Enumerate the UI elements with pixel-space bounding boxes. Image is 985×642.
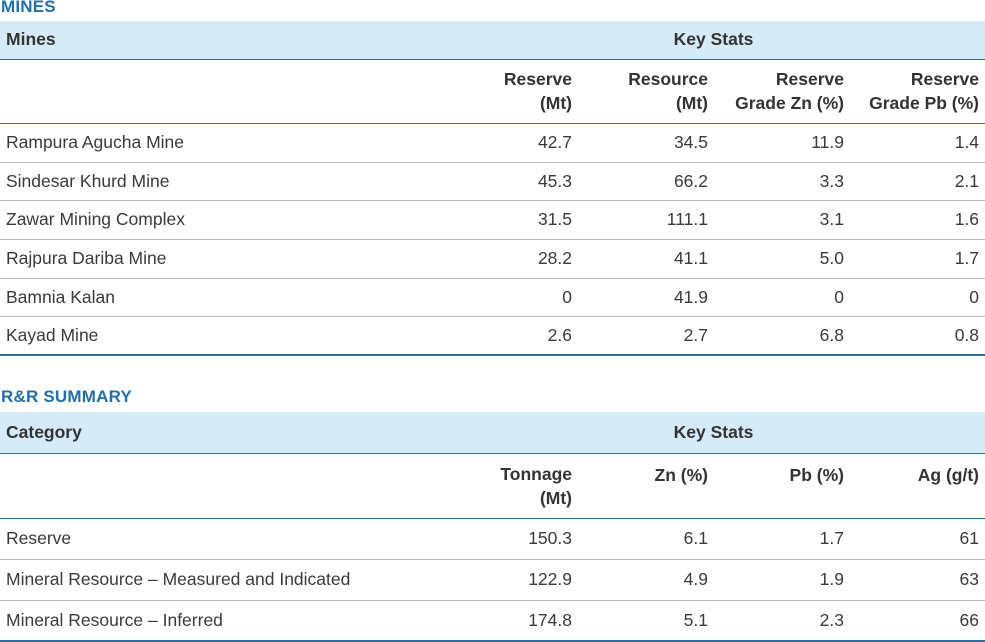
mines-key-stats-header: Key Stats: [442, 21, 985, 60]
cell-value: 1.4: [850, 123, 985, 163]
mine-name: Sindesar Khurd Mine: [0, 162, 442, 201]
cell-value: 0: [442, 278, 578, 317]
mines-header-row: Mines Key Stats: [0, 21, 985, 60]
mines-subheader-row: Reserve (Mt) Resource (Mt) Reserve Grade Zn…: [0, 59, 985, 124]
cell-value: 0: [714, 278, 850, 317]
mines-subheader: Reserve Grade Zn (%): [714, 59, 850, 124]
cell-value: 122.9: [442, 559, 578, 601]
category-name: Mineral Resource – Measured and Indicate…: [0, 559, 442, 601]
category-name: Mineral Resource – Inferred: [0, 600, 442, 642]
cell-value: 45.3: [442, 162, 578, 201]
cell-value: 34.5: [578, 123, 714, 163]
cell-value: 4.9: [578, 559, 714, 601]
cell-value: 1.6: [850, 200, 985, 240]
summary-key-stats-header: Key Stats: [442, 412, 985, 454]
summary-section-title: R&R SUMMARY: [1, 387, 132, 406]
cell-value: 5.1: [578, 600, 714, 642]
mines-section-title: MINES: [1, 0, 56, 16]
mines-subheader: Resource (Mt): [578, 59, 714, 124]
cell-value: 63: [850, 559, 985, 601]
table-row: Kayad Mine 2.6 2.7 6.8 0.8: [0, 316, 985, 356]
cell-value: 5.0: [714, 239, 850, 279]
cell-value: 6.1: [578, 518, 714, 560]
category-name: Reserve: [0, 518, 442, 560]
cell-value: 11.9: [714, 123, 850, 163]
cell-value: 28.2: [442, 239, 578, 279]
table-row: Rampura Agucha Mine 42.7 34.5 11.9 1.4: [0, 123, 985, 163]
cell-value: 41.9: [578, 278, 714, 317]
cell-value: 150.3: [442, 518, 578, 560]
cell-value: 42.7: [442, 123, 578, 163]
mines-table: Mines Key Stats Reserve (Mt) Resource (Mt)…: [0, 21, 985, 356]
table-row: Reserve 150.3 6.1 1.7 61: [0, 518, 985, 560]
mines-col-name: Mines: [0, 21, 442, 60]
summary-subheader: Pb (%): [714, 453, 850, 519]
mine-name: Bamnia Kalan: [0, 278, 442, 317]
cell-value: 31.5: [442, 200, 578, 240]
cell-value: 2.3: [714, 600, 850, 642]
cell-value: 111.1: [578, 200, 714, 240]
cell-value: 3.3: [714, 162, 850, 201]
cell-value: 174.8: [442, 600, 578, 642]
mine-name: Rajpura Dariba Mine: [0, 239, 442, 279]
mine-name: Rampura Agucha Mine: [0, 123, 442, 163]
cell-value: 6.8: [714, 316, 850, 356]
table-row: Bamnia Kalan 0 41.9 0 0: [0, 278, 985, 317]
summary-col-category: Category: [0, 412, 442, 454]
summary-subheader: Tonnage (Mt): [442, 453, 578, 519]
cell-value: 2.6: [442, 316, 578, 356]
mine-name: Kayad Mine: [0, 316, 442, 356]
mine-name: Zawar Mining Complex: [0, 200, 442, 240]
cell-value: 0.8: [850, 316, 985, 356]
table-row: Zawar Mining Complex 31.5 111.1 3.1 1.6: [0, 200, 985, 240]
cell-value: 1.7: [850, 239, 985, 279]
summary-subheader: Zn (%): [578, 453, 714, 519]
cell-value: 3.1: [714, 200, 850, 240]
cell-value: 1.7: [714, 518, 850, 560]
cell-value: 2.7: [578, 316, 714, 356]
cell-value: 41.1: [578, 239, 714, 279]
mines-subheader: Reserve (Mt): [442, 59, 578, 124]
table-row: Mineral Resource – Inferred 174.8 5.1 2.…: [0, 600, 985, 642]
cell-value: 0: [850, 278, 985, 317]
mines-subheader: Reserve Grade Pb (%): [850, 59, 985, 124]
summary-subheader-row: Tonnage (Mt) Zn (%) Pb (%) Ag (g/t): [0, 453, 985, 519]
cell-value: 1.9: [714, 559, 850, 601]
cell-value: 61: [850, 518, 985, 560]
table-row: Mineral Resource – Measured and Indicate…: [0, 559, 985, 601]
table-row: Rajpura Dariba Mine 28.2 41.1 5.0 1.7: [0, 239, 985, 279]
summary-subheader: Ag (g/t): [850, 453, 985, 519]
table-row: Sindesar Khurd Mine 45.3 66.2 3.3 2.1: [0, 162, 985, 201]
cell-value: 66: [850, 600, 985, 642]
summary-header-row: Category Key Stats: [0, 412, 985, 454]
summary-table: Category Key Stats Tonnage (Mt) Zn (%) Pb…: [0, 412, 985, 642]
cell-value: 2.1: [850, 162, 985, 201]
cell-value: 66.2: [578, 162, 714, 201]
